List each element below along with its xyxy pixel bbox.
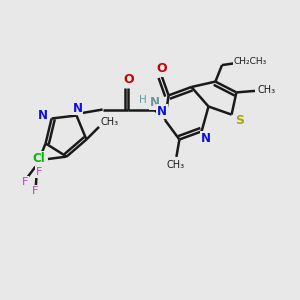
Text: N: N — [72, 101, 82, 115]
Text: CH₃: CH₃ — [167, 160, 185, 170]
Text: Cl: Cl — [32, 152, 45, 165]
Text: F: F — [32, 186, 38, 196]
Text: N: N — [38, 109, 48, 122]
Text: F: F — [21, 177, 28, 187]
Text: O: O — [123, 73, 134, 86]
Text: S: S — [236, 113, 244, 127]
Text: CH₃: CH₃ — [257, 85, 275, 95]
Text: CH₃: CH₃ — [100, 117, 118, 128]
Text: N: N — [201, 132, 211, 146]
Text: N: N — [150, 96, 160, 110]
Text: N: N — [157, 105, 167, 118]
Text: O: O — [157, 62, 167, 76]
Text: F: F — [35, 167, 42, 177]
Text: CH₂CH₃: CH₂CH₃ — [233, 57, 266, 66]
Text: H: H — [139, 95, 146, 105]
